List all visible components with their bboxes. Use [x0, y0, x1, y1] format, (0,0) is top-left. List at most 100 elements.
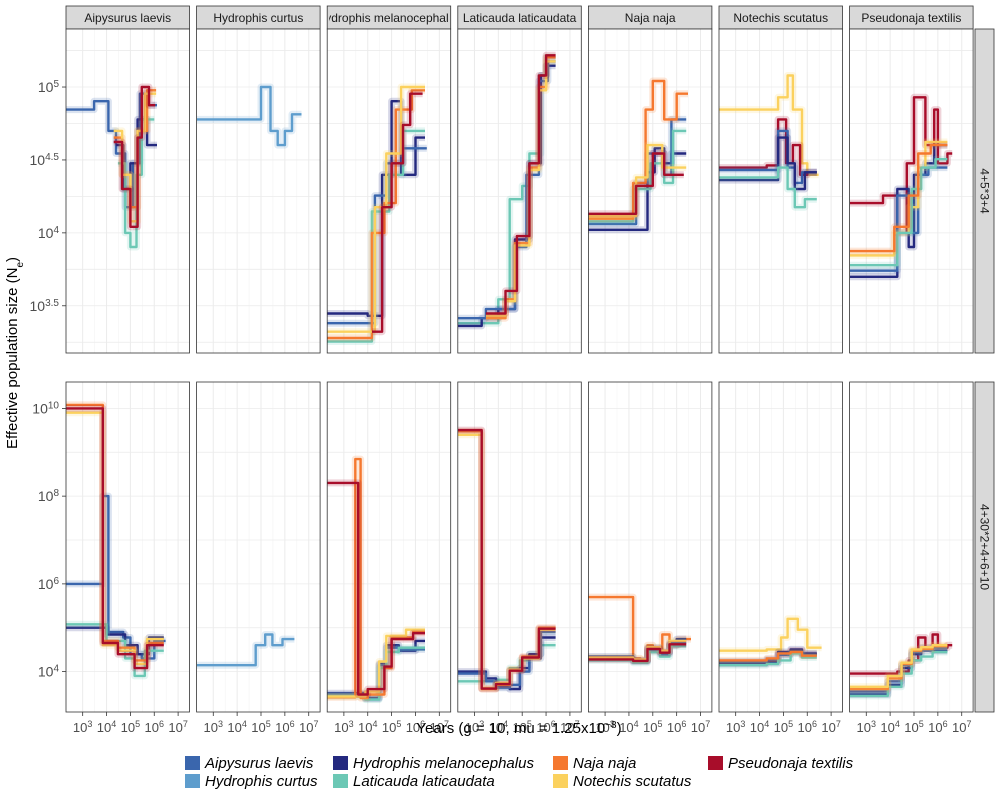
- panel-curves: [196, 83, 302, 149]
- column-strip-label: Laticauda laticaudata: [463, 11, 577, 25]
- x-tick-label: 107: [560, 719, 579, 735]
- series-line-pseudonaja-textilis: [588, 643, 687, 663]
- panel-border: [196, 381, 321, 713]
- facet-panel-notechis-scutatus-row-1: Notechis scutatus: [718, 5, 843, 354]
- x-tick-label: 104: [97, 719, 116, 735]
- panel-grid: [196, 382, 321, 712]
- series-line-pseudonaja-textilis: [849, 96, 953, 235]
- series-line-pseudonaja-textilis: [327, 481, 425, 696]
- y-tick-label: 104: [38, 663, 60, 680]
- x-axis-title: Years (g = 10, mu = 1.25x10−8): [416, 720, 621, 738]
- legend-label: Naja naja: [573, 755, 636, 772]
- series-line-pseudonaja-textilis: [371, 92, 423, 333]
- panel-background: [196, 29, 321, 353]
- panel-background: [196, 382, 321, 712]
- panel-background: [66, 29, 190, 353]
- panel-border: [326, 381, 452, 713]
- legend-swatch: [553, 756, 568, 770]
- panel-border: [718, 381, 843, 713]
- column-strip-label: Hydrophis melanocephalus: [317, 11, 462, 25]
- x-tick-label: 104: [489, 719, 508, 735]
- legend-label: Hydrophis melanocephalus: [353, 755, 534, 772]
- legend-item-hydrophis-curtus: Hydrophis curtus: [185, 773, 318, 790]
- facet-panel-naja-naja-row-1: Naja naja: [588, 5, 713, 354]
- series-line-hydrophis-melanocephalus: [719, 136, 817, 191]
- y-tick-label: 104: [38, 224, 60, 241]
- row-strip-box: [974, 28, 995, 354]
- column-strip-label: Naja naja: [625, 11, 676, 25]
- legend-swatch: [185, 756, 200, 770]
- x-tick-label: 106: [406, 719, 425, 735]
- panel-border: [588, 381, 713, 713]
- legend-label: Hydrophis curtus: [205, 773, 318, 790]
- facet-panel-aipysurus-laevis-row-1: Aipysurus laevis 103.5 104 104.5 105: [30, 5, 190, 354]
- y-tick-label: 1010: [32, 400, 59, 417]
- panel-background: [327, 382, 451, 712]
- column-strip-label: Hydrophis curtus: [213, 11, 303, 25]
- x-tick-label: 103: [334, 719, 353, 735]
- x-tick-label: 105: [251, 719, 270, 735]
- panel-curves: [719, 72, 819, 211]
- column-strip-label: Pseudonaja textilis: [861, 11, 961, 25]
- panel-background: [588, 29, 712, 353]
- x-tick-label: 106: [798, 719, 817, 735]
- series-line-laticauda-laticaudata: [849, 158, 948, 267]
- x-tick-label: 106: [536, 719, 555, 735]
- series-line-naja-naja: [719, 650, 817, 662]
- x-tick-label: 105: [512, 719, 531, 735]
- x-tick-label: 105: [382, 719, 401, 735]
- legend-swatch: [553, 774, 568, 788]
- row-strip-label: 4+30*2+4+6+10: [978, 504, 992, 590]
- y-axis-title: Effective population size (Ne): [4, 257, 26, 449]
- panel-grid: [327, 29, 451, 353]
- series-line-pseudonaja-textilis: [485, 54, 556, 315]
- facet-panel-pseudonaja-textilis-row-2: 103 104 105 106 107: [849, 381, 974, 735]
- series-line-notechis-scutatus: [327, 85, 425, 333]
- x-tick-label: 105: [121, 719, 140, 735]
- series-line-pseudonaja-textilis: [113, 85, 156, 228]
- row-strip-label: 4+5*3+4: [978, 168, 992, 214]
- legend-swatch: [333, 756, 348, 770]
- x-tick-label: 107: [168, 719, 187, 735]
- panel-grid: [719, 382, 843, 712]
- row-strip-box: [974, 381, 995, 713]
- series-line-notechis-scutatus: [849, 644, 948, 688]
- series-line-notechis-scutatus: [719, 617, 822, 652]
- legend-swatch: [333, 774, 348, 788]
- panel-curves: [719, 615, 822, 669]
- panel-grid: [588, 29, 712, 353]
- panel-curves: [66, 83, 157, 251]
- panel-grid: [719, 29, 843, 353]
- x-tick-label: 103: [73, 719, 92, 735]
- panel-border: [588, 28, 713, 354]
- legend-swatch: [708, 756, 723, 770]
- x-tick-label: 103: [857, 719, 876, 735]
- x-tick-label: 105: [643, 719, 662, 735]
- panel-border: [196, 28, 321, 354]
- series-line-hydrophis-curtus: [196, 633, 295, 667]
- x-tick-label: 104: [358, 719, 377, 735]
- x-tick-label: 105: [774, 719, 793, 735]
- legend-item-naja-naja: Naja naja: [553, 755, 636, 772]
- facet-panel-hydrophis-curtus-row-1: Hydrophis curtus: [196, 5, 321, 354]
- series-line-hydrophis-curtus: [196, 85, 302, 147]
- panel-border: [457, 381, 582, 713]
- facet-panels: Aipysurus laevis 103.5 104 104.5 105 Hydrophi…: [30, 5, 995, 735]
- facet-panel-hydrophis-curtus-row-2: 103 104 105 106 107: [196, 381, 321, 735]
- column-strip-label: Aipysurus laevis: [84, 11, 171, 25]
- legend-label: Pseudonaja textilis: [728, 755, 854, 772]
- facet-panel-naja-naja-row-2: 103 104 105 106 107: [588, 381, 713, 735]
- panel-grid: [849, 382, 974, 712]
- x-tick-label: 106: [145, 719, 164, 735]
- legend-label: Laticauda laticaudata: [353, 773, 495, 790]
- legend-item-laticauda-laticaudata: Laticauda laticaudata: [333, 773, 495, 790]
- y-tick-label: 108: [38, 488, 60, 505]
- y-tick-label: 106: [38, 575, 60, 592]
- panel-border: [65, 381, 190, 713]
- facet-panel-pseudonaja-textilis-row-1: Pseudonaja textilis: [849, 5, 974, 354]
- series-line-notechis-scutatus: [719, 74, 819, 176]
- x-tick-label: 105: [904, 719, 923, 735]
- panel-grid: [327, 382, 451, 712]
